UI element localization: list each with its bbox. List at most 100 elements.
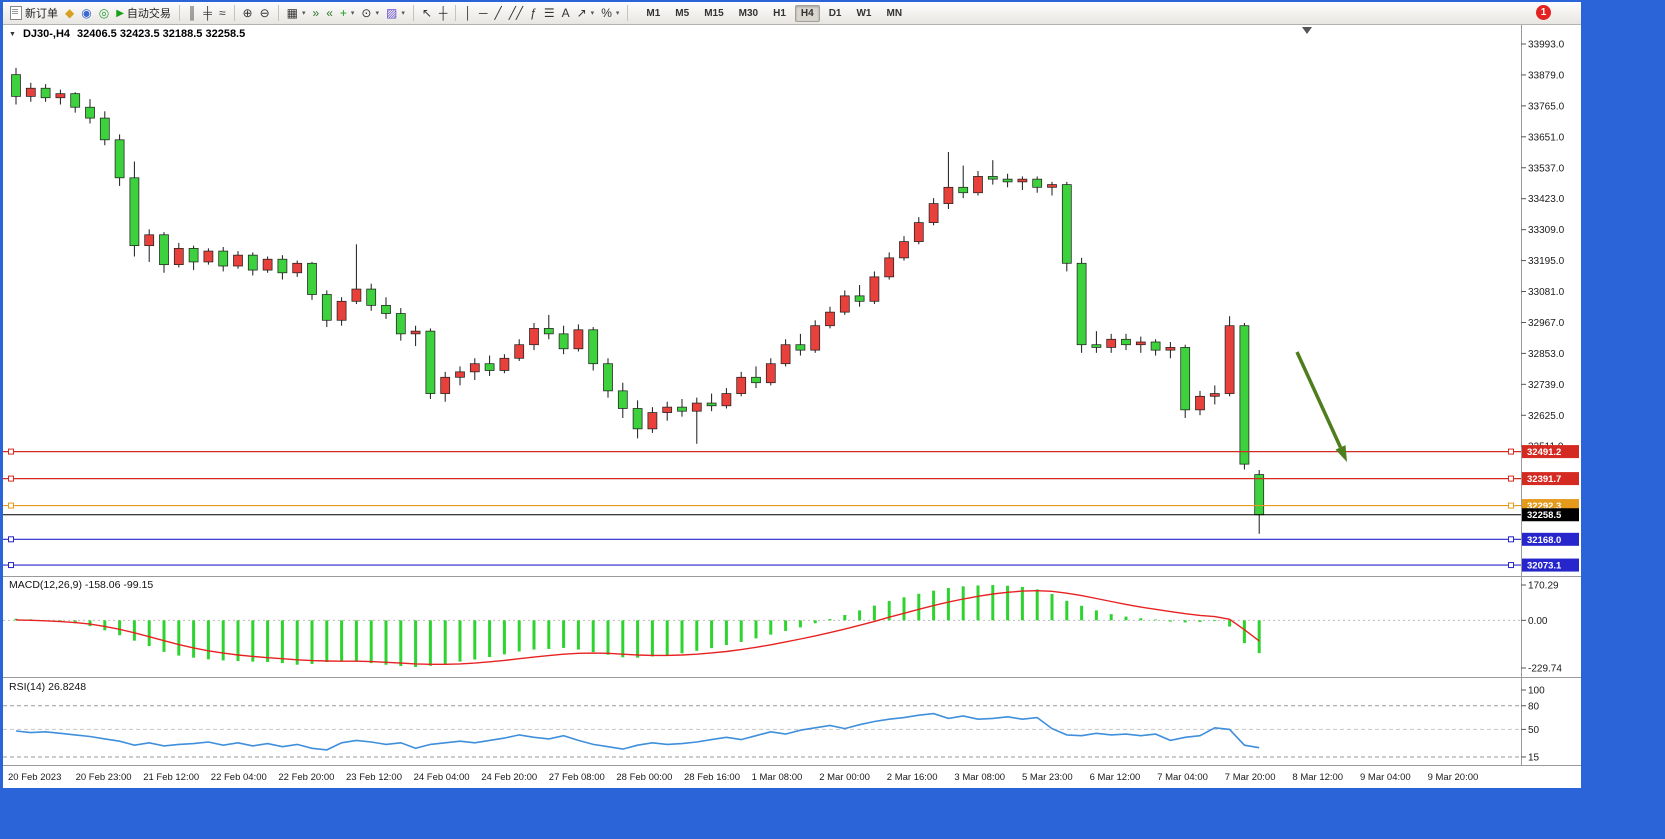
svg-text:33879.0: 33879.0: [1528, 70, 1565, 81]
svg-text:32853.0: 32853.0: [1528, 349, 1565, 360]
svg-text:15: 15: [1528, 752, 1540, 763]
trendline-icon[interactable]: ╱: [491, 3, 504, 23]
horizontal-line-icon[interactable]: ─: [476, 3, 491, 23]
timeframe-H4[interactable]: H4: [794, 4, 820, 22]
bar-chart-icon[interactable]: ║: [185, 3, 200, 23]
toolbar-group-general: ◆ ◉ ◎: [62, 3, 112, 23]
svg-text:1 Mar 08:00: 1 Mar 08:00: [752, 772, 803, 783]
svg-text:32739.0: 32739.0: [1528, 380, 1565, 391]
svg-text:7 Mar 20:00: 7 Mar 20:00: [1225, 772, 1276, 783]
autotrade-button[interactable]: ▶ 自动交易: [113, 3, 174, 23]
profiles-icon[interactable]: ◉: [78, 3, 94, 23]
svg-text:-229.74: -229.74: [1528, 664, 1562, 675]
timeframe-H1[interactable]: H1: [773, 7, 786, 19]
line-chart-icon[interactable]: ≈: [216, 3, 229, 23]
channel-icon[interactable]: ╱╱: [506, 3, 526, 23]
zoom-in-icon[interactable]: ⊕: [240, 3, 256, 23]
timeframe-D1[interactable]: D1: [828, 7, 842, 19]
candlestick-chart-icon[interactable]: ╪: [200, 3, 215, 23]
dropdown-caret-icon[interactable]: ▾: [375, 10, 379, 17]
svg-text:32491.2: 32491.2: [1527, 447, 1561, 458]
horizontal-line-32491.2[interactable]: [3, 448, 1521, 455]
candlestick-chart-icon: ╪: [203, 6, 212, 20]
terminal-window: 新订单 ◆ ◉ ◎ ▶ 自动交易 ║ ╪ ≈ ⊕ ⊖ ▦ ▾» «+ ▾ ⊙ ▾ ▨ ▾ ↖ ┼ │ ─ ╱ ╱╱ ƒ ☰…: [3, 2, 1581, 788]
macd-label: MACD(12,26,9) -158.06 -99.15: [9, 579, 153, 591]
time-axis[interactable]: 20 Feb 2023 20 Feb 23:00 21 Feb 12:00 22 Fe…: [8, 772, 1478, 783]
notification-badge[interactable]: 1: [1536, 5, 1551, 20]
collapse-arrow-icon[interactable]: ▼: [9, 30, 16, 38]
svg-text:0.00: 0.00: [1528, 616, 1548, 627]
cursor-icon: ↖: [421, 6, 432, 20]
templates-icon[interactable]: ▨ ▾: [383, 3, 408, 23]
new-order-icon: [10, 6, 22, 20]
rsi-panel: 100 80 50 15: [3, 686, 1545, 763]
text-icon: A: [561, 6, 570, 20]
timeframe-M30[interactable]: M30: [738, 7, 759, 19]
dropdown-caret-icon[interactable]: ▾: [401, 10, 405, 17]
add-indicator-icon: +: [339, 6, 347, 20]
add-indicator-icon[interactable]: + ▾: [337, 3, 358, 23]
svg-text:20 Feb 2023: 20 Feb 2023: [8, 772, 61, 783]
chart-shift-icon[interactable]: «: [323, 3, 336, 23]
arrow-annotation[interactable]: [1295, 351, 1347, 462]
timeframe-M5[interactable]: M5: [675, 7, 690, 19]
scripts-icon[interactable]: ◎: [96, 3, 112, 23]
svg-text:24 Feb 04:00: 24 Feb 04:00: [414, 772, 470, 783]
svg-text:27 Feb 08:00: 27 Feb 08:00: [549, 772, 605, 783]
toolbar-separator: [233, 5, 235, 21]
arrows-icon[interactable]: ↗ ▾: [574, 3, 598, 23]
tile-windows-icon[interactable]: ▦ ▾: [284, 3, 309, 23]
svg-text:33651.0: 33651.0: [1528, 132, 1565, 143]
svg-text:33195.0: 33195.0: [1528, 256, 1565, 267]
cursor-icon[interactable]: ↖: [419, 3, 435, 23]
dropdown-caret-icon[interactable]: ▾: [590, 10, 595, 17]
line-chart-icon: ≈: [218, 6, 226, 20]
toolbar: 新订单 ◆ ◉ ◎ ▶ 自动交易 ║ ╪ ≈ ⊕ ⊖ ▦ ▾» «+ ▾ ⊙ ▾ ▨ ▾ ↖ ┼ │ ─ ╱ ╱╱ ƒ ☰…: [3, 2, 1581, 25]
svg-text:33537.0: 33537.0: [1528, 163, 1565, 174]
new-order-label: 新订单: [25, 8, 58, 20]
svg-text:32073.1: 32073.1: [1527, 561, 1562, 572]
timeframe-M15[interactable]: M15: [704, 7, 724, 19]
fibonacci-icon[interactable]: ƒ: [527, 3, 540, 23]
horizontal-line-32391.7[interactable]: [3, 475, 1521, 482]
auto-scroll-icon[interactable]: »: [310, 3, 323, 23]
svg-text:9 Mar 20:00: 9 Mar 20:00: [1428, 772, 1479, 783]
timeframe-W1[interactable]: W1: [856, 7, 872, 19]
svg-text:33423.0: 33423.0: [1528, 194, 1565, 205]
svg-text:33993.0: 33993.0: [1528, 40, 1565, 51]
svg-text:33765.0: 33765.0: [1528, 101, 1565, 112]
metaeditor-icon[interactable]: ◆: [62, 3, 77, 23]
new-order-button[interactable]: 新订单: [7, 3, 61, 23]
svg-text:9 Mar 04:00: 9 Mar 04:00: [1360, 772, 1411, 783]
panel-dividers[interactable]: [3, 25, 1581, 766]
horizontal-line-32073.1[interactable]: [3, 562, 1521, 569]
periods-icon: ⊙: [361, 6, 372, 20]
svg-text:28 Feb 16:00: 28 Feb 16:00: [684, 772, 740, 783]
zoom-out-icon[interactable]: ⊖: [257, 3, 273, 23]
toolbar-separator: [455, 5, 457, 21]
crosshair-icon[interactable]: ┼: [436, 3, 451, 23]
periods-icon[interactable]: ⊙ ▾: [358, 3, 382, 23]
svg-text:32168.0: 32168.0: [1527, 535, 1561, 546]
svg-text:20 Feb 23:00: 20 Feb 23:00: [76, 772, 132, 783]
autotrade-label: 自动交易: [126, 8, 171, 20]
toolbar-group-timeframes: M1 M5 M15 M30 H1 H4 D1 W1 MN: [639, 4, 909, 22]
svg-text:5 Mar 23:00: 5 Mar 23:00: [1022, 772, 1073, 783]
timeframe-MN[interactable]: MN: [886, 7, 903, 19]
rsi-value: 26.8248: [48, 681, 87, 693]
svg-text:80: 80: [1528, 701, 1540, 712]
dropdown-caret-icon[interactable]: ▾: [302, 10, 306, 17]
objects-icon[interactable]: ☰: [541, 3, 558, 23]
horizontal-line-32168.0[interactable]: [3, 536, 1521, 543]
chart-canvas[interactable]: 33993.0 33879.0 33765.0 33651.0 33537.0 33423…: [3, 25, 1581, 788]
vertical-line-icon[interactable]: │: [461, 3, 475, 23]
price-axis[interactable]: 33993.0 33879.0 33765.0 33651.0 33537.0 33423…: [1521, 40, 1565, 453]
dropdown-caret-icon[interactable]: ▾: [350, 10, 355, 17]
chart-shift-marker[interactable]: [1302, 27, 1312, 34]
svg-text:23 Feb 12:00: 23 Feb 12:00: [346, 772, 402, 783]
timeframe-M1[interactable]: M1: [646, 7, 661, 19]
horizontal-line-32292.3[interactable]: [3, 502, 1521, 509]
text-icon[interactable]: A: [559, 3, 573, 23]
cycles-icon[interactable]: % ▾: [598, 3, 622, 23]
dropdown-caret-icon[interactable]: ▾: [615, 10, 620, 17]
